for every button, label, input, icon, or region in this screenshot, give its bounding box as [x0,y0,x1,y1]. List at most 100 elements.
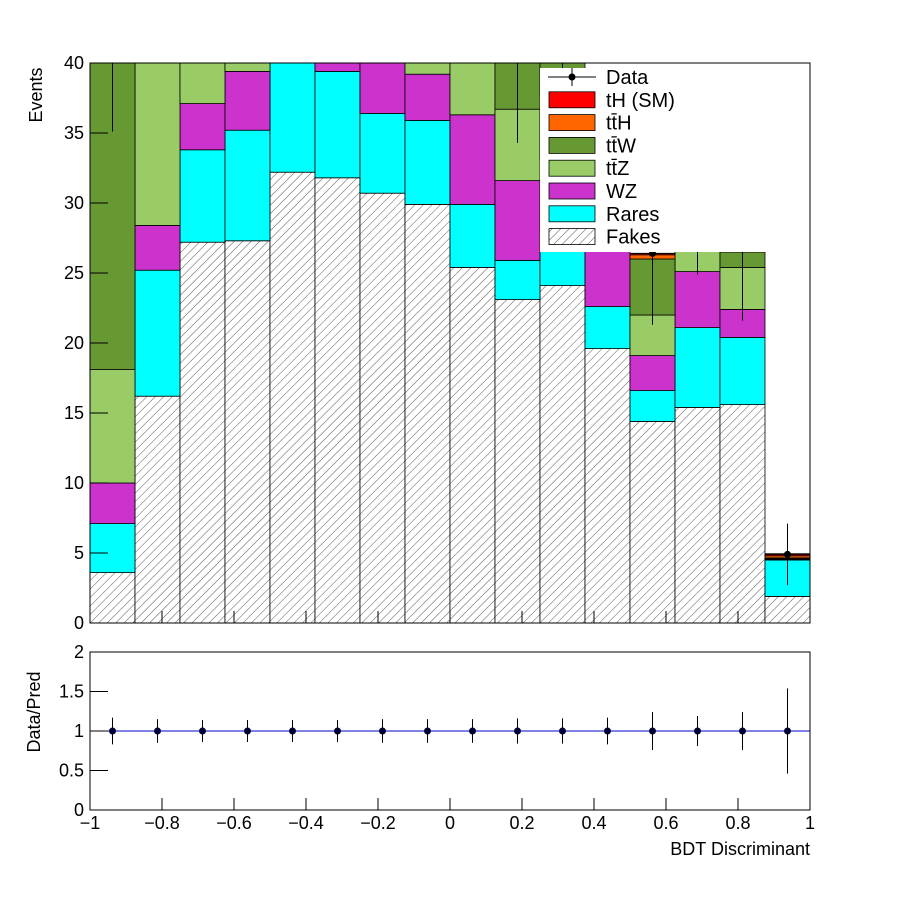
bar-segment [224,63,271,72]
bar-segment [134,63,181,226]
data-point [379,727,386,735]
bar-segment [135,0,180,57]
bar-segment [90,482,136,524]
x-tick-label: −0.8 [144,813,180,833]
data-point [694,727,701,735]
bar-segment [495,55,540,61]
y-axis-title: Data/Pred [24,671,44,752]
data-point [334,727,341,735]
bar-segment [494,299,541,623]
bar-segment [404,203,451,623]
x-tick-label: 0.6 [653,813,678,833]
legend-label: tt̄W [606,135,636,157]
bar-segment [764,596,810,623]
bar-segment [719,336,766,405]
bar-segment [224,240,271,623]
bar-segment [719,404,766,623]
data-point [469,727,476,735]
bar-segment [449,114,496,205]
legend-label: Data [606,67,649,89]
data-point [109,39,116,46]
bar-segment [269,63,316,173]
bar-segment [629,390,676,422]
bar-segment [359,113,406,194]
bar-segment [584,306,631,350]
legend-swatch [548,182,596,200]
bar-segment [90,42,135,43]
y-tick-label: 10 [64,473,84,493]
data-point [199,727,206,735]
bar-segment [539,285,586,623]
bar-segment [314,177,361,623]
data-point [154,727,161,735]
y-tick-label: 15 [64,403,84,423]
bar-segment [540,42,585,43]
bar-segment [629,420,676,623]
bar-segment [179,241,226,623]
bar-segment [224,71,271,131]
legend-swatch [548,205,596,223]
data-point [109,727,116,735]
bar-segment [405,0,450,4]
data-point [739,727,746,735]
bar-segment [359,63,406,64]
bar-segment [359,192,406,623]
bar-segment [449,63,496,116]
bar-segment [540,43,585,47]
data-point [289,727,296,735]
bar-segment [179,149,226,243]
y-tick-label: 1.5 [59,682,84,702]
y-tick-label: 2 [74,642,84,662]
ratio-plot [90,688,810,774]
legend-label: WZ [606,181,637,203]
legend-swatch [548,91,596,109]
data-point [784,550,791,558]
bar-segment [270,0,315,39]
x-tick-label: 0.4 [581,813,606,833]
data-point [514,727,521,735]
y-tick-label: 35 [64,123,84,143]
bar-segment [629,355,676,392]
legend-swatch [548,228,596,246]
bar-segment [404,73,451,121]
bar-segment [404,63,451,75]
x-tick-label: 1 [805,813,815,833]
bar-segment [134,224,181,271]
bar-segment [90,369,136,484]
bar-segment [90,572,136,623]
data-point [514,50,521,57]
legend-label: tH (SM) [606,90,675,112]
legend-label: tt̄H [606,112,632,134]
main-plot [90,0,810,623]
y-axis-title: Events [26,67,46,122]
y-tick-label: 20 [64,333,84,353]
y-tick-label: 40 [64,53,84,73]
data-point [604,727,611,735]
x-tick-label: −0.6 [216,813,252,833]
bar-segment [269,171,316,623]
bar-segment [450,0,495,31]
legend-swatch [548,136,596,154]
x-tick-label: 0 [445,813,455,833]
bar-segment [404,120,451,205]
bar-segment [134,395,181,623]
x-tick-label: −0.4 [288,813,324,833]
bar-segment [314,63,361,72]
data-point [559,727,566,735]
bar-segment [449,203,496,268]
bar-segment [179,63,226,105]
bar-segment [134,269,181,397]
data-point [649,727,656,735]
x-tick-label: −1 [80,813,101,833]
legend-label: Fakes [606,227,660,249]
bar-segment [674,271,721,329]
bar-segment [224,129,271,242]
y-tick-label: 1 [74,721,84,741]
bar-segment [90,523,136,573]
legend-swatch [548,114,596,131]
bar-segment [494,180,541,261]
